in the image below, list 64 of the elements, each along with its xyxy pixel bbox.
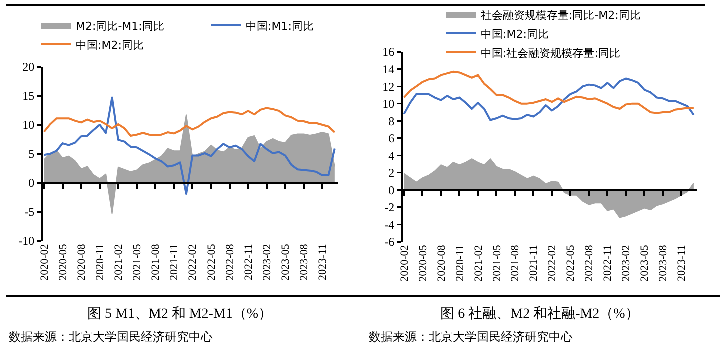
x-tick-label: 2023-08 [658,244,670,282]
x-tick-label: 2022-05 [565,244,578,282]
y-tick-label: -5 [24,205,35,220]
y-tick-label: -6 [384,235,395,250]
x-tick-label: 2021-11 [168,244,181,280]
legend-label: 中国:社会融资规模存量:同比 [481,46,620,60]
y-tick-label: 6 [388,132,395,146]
y-tick-label: 10 [22,118,35,132]
x-tick-label: 2020-02 [398,245,411,282]
legend-label: M2:同比-M1:同比 [76,20,164,33]
x-tick-label: 2020-08 [76,244,88,281]
x-tick-label: 2023-08 [298,244,311,281]
x-tick-label: 2020-05 [57,244,70,281]
y-tick-label: 16 [382,45,395,60]
y-tick-label: 2 [388,166,395,180]
y-tick-label: -10 [18,234,35,248]
x-tick-label: 2020-11 [454,245,466,282]
x-tick-label: 2023-11 [676,245,688,282]
y-tick-label: 12 [382,80,395,94]
y-tick-label: -4 [384,218,395,232]
y-tick-label: 8 [388,114,395,128]
y-tick-label: 0 [28,176,35,190]
source-note: 数据来源：北京大学国民经济研究中心 [369,330,573,344]
y-tick-label: 5 [28,147,35,162]
x-tick-label: 2022-05 [206,244,218,281]
y-tick-label: 14 [382,62,395,76]
x-tick-label: 2021-02 [472,245,485,282]
x-tick-label: 2020-11 [94,244,106,280]
x-tick-label: 2023-02 [620,245,633,282]
x-tick-label: 2020-02 [38,244,51,281]
x-tick-label: 2020-05 [417,244,430,282]
legend-label: 中国:M2:同比 [481,28,549,41]
x-tick-label: 2021-11 [528,245,540,282]
text: 图 5 M1、M2 和 M2-M1（%） [87,306,273,322]
x-tick-label: 2021-05 [491,244,504,282]
y-tick-label: -2 [384,200,395,215]
x-tick-label: 2023-02 [261,244,274,281]
y-tick-label: 0 [388,183,395,198]
line-series [403,78,695,122]
y-tick-label: 15 [22,89,35,104]
x-tick-label: 2021-08 [510,244,522,282]
x-tick-label: 2021-08 [150,244,162,281]
x-tick-label: 2021-05 [132,244,144,281]
y-tick-label: 4 [388,148,395,163]
source-note: 数据来源：北京大学国民经济研究中心 [9,330,213,344]
x-tick-label: 2020-08 [436,244,448,282]
x-tick-label: 2023-05 [639,244,652,282]
line-series [403,70,695,114]
text: 图 6 社融、M2 和社融-M2（%） [440,306,640,322]
x-tick-label: 2022-02 [187,244,200,281]
x-tick-label: 2022-02 [546,245,559,282]
legend-label: 社会融资规模存量:同比-M2:同比 [481,8,641,22]
y-tick-label: 10 [382,97,395,112]
x-tick-label: 2022-08 [584,244,596,282]
x-tick-label: 2022-08 [224,244,236,281]
line-series [43,107,336,138]
x-tick-label: 2022-11 [602,245,614,282]
legend-label: 中国:M1:同比 [246,20,314,33]
y-tick-label: 20 [22,60,35,74]
x-tick-label: 2023-05 [280,244,292,281]
x-tick-label: 2023-11 [317,244,330,280]
legend-label: 中国:M2:同比 [76,38,144,52]
x-tick-label: 2022-11 [242,244,255,280]
x-tick-label: 2021-02 [113,244,126,281]
